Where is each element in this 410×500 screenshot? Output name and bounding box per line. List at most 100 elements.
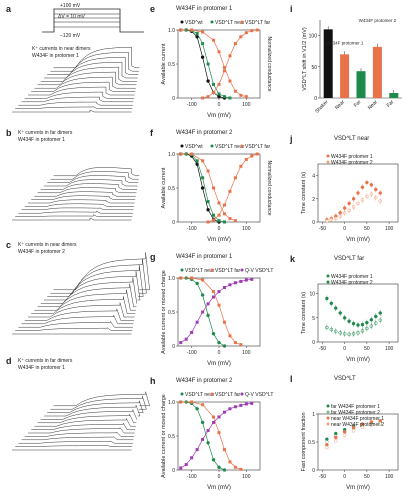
current-trace: [50, 396, 147, 410]
data-point: [239, 343, 243, 347]
data-point: [206, 313, 210, 318]
current-trace: [34, 191, 136, 197]
panel-a-letter: a: [6, 4, 12, 14]
current-trace: [50, 258, 147, 294]
data-point: [244, 402, 248, 406]
y-tick-label: 1.0: [168, 28, 175, 34]
data-point: [239, 403, 243, 407]
legend-label: Q-V VSD^LT: [245, 392, 273, 398]
x-tick-label: 100: [385, 474, 394, 480]
panel-a-caption-1: K⁺ currents in near dimers: [32, 46, 91, 52]
data-point: [190, 330, 194, 334]
data-point: [200, 420, 205, 425]
current-trace: [40, 66, 137, 82]
data-point: [222, 286, 226, 290]
panel-g-title: W434F in protomer 1: [176, 254, 233, 260]
group-label: W434F protomer 1: [326, 40, 364, 45]
current-trace: [31, 81, 136, 92]
data-point: [217, 213, 221, 217]
current-trace: [47, 56, 139, 75]
data-point: [206, 441, 210, 445]
data-point: [212, 91, 216, 95]
legend-label: VSD^wt: [185, 144, 203, 150]
series-line: [180, 401, 225, 471]
y-tick-label: 0.5: [168, 186, 175, 192]
x-axis-label: Vm (mV): [207, 113, 231, 119]
data-point: [222, 320, 226, 324]
data-point: [228, 79, 232, 83]
current-trace: [12, 109, 132, 113]
data-point: [222, 69, 226, 73]
data-point: [217, 303, 221, 307]
y-tick-label: 0: [172, 344, 175, 350]
panel-e-letter: e: [150, 4, 156, 14]
current-trace: [28, 302, 135, 318]
current-trace: [18, 320, 133, 328]
data-point: [233, 42, 237, 46]
legend-marker: [180, 268, 184, 272]
data-point: [369, 423, 374, 427]
data-point: [325, 440, 329, 444]
data-point: [212, 290, 216, 294]
legend-label: W434F protomer 2: [331, 280, 373, 286]
data-point: [217, 340, 221, 345]
panel-j-letter: j: [290, 134, 293, 144]
data-point: [212, 415, 216, 419]
data-point: [179, 400, 183, 404]
data-point: [369, 420, 374, 424]
x-tick-label: Far: [386, 99, 396, 109]
bar: [389, 93, 399, 98]
data-point: [201, 437, 205, 441]
legend-marker: [210, 144, 214, 148]
legend-marker: [240, 144, 244, 148]
data-point: [201, 96, 205, 100]
data-point: [222, 220, 226, 224]
series-line: [180, 29, 225, 99]
x-tick-label: Near: [334, 99, 346, 111]
panel-e-chart: 0 0.5 1.0 -100 0 100 Vm (mV) Available current N…: [161, 20, 272, 119]
data-point: [195, 320, 199, 324]
current-trace: [15, 214, 133, 217]
current-trace: [28, 426, 135, 434]
current-trace: [18, 210, 133, 214]
x-axis-label: Vm (mV): [346, 237, 370, 243]
bar: [340, 54, 350, 98]
legend-label: far W434F protomer 2: [331, 410, 380, 416]
panel-g-chart: 0 0.5 1.0 -100 0 100 Vm (mV) Available current …: [161, 268, 273, 367]
data-point: [228, 96, 232, 100]
current-trace: [53, 167, 140, 177]
data-point: [179, 28, 183, 32]
current-trace: [37, 71, 137, 86]
x-tick-label: 100: [242, 474, 251, 480]
panel-d-letter: d: [6, 356, 12, 366]
legend-label: VSD^LT far: [245, 20, 271, 26]
data-point: [233, 219, 237, 223]
y-tick-label: 0: [312, 468, 315, 474]
current-trace: [40, 277, 138, 304]
data-point: [206, 169, 210, 173]
x-axis-label: Vm (mV): [207, 361, 231, 367]
panel-e-title: W434F in protomer 1: [176, 6, 233, 12]
legend-label: W434F protomer 1: [331, 274, 373, 280]
current-trace: [18, 101, 133, 106]
data-point: [190, 456, 194, 460]
legend-label: VSD^LT near: [215, 20, 245, 26]
data-point: [211, 458, 216, 462]
current-trace: [37, 187, 137, 194]
panel-l-title: VSD^LT: [334, 376, 356, 382]
y-axis-label: Fast component fraction: [301, 412, 307, 471]
y-tick-label: 0.5: [168, 62, 175, 68]
data-point: [212, 82, 216, 86]
legend-marker: [240, 20, 244, 24]
y-tick-label: 0: [314, 96, 317, 102]
data-point: [217, 50, 221, 54]
y-tick-label: 1: [312, 412, 315, 418]
y-tick-label: 1.0: [168, 276, 175, 282]
legend-label: W434F protomer 1: [331, 154, 373, 160]
legend-marker: [210, 392, 214, 396]
current-trace: [31, 422, 136, 430]
data-point: [190, 400, 194, 404]
data-point: [255, 28, 259, 32]
panel-h-title: W434F in protomer 2: [176, 378, 233, 384]
